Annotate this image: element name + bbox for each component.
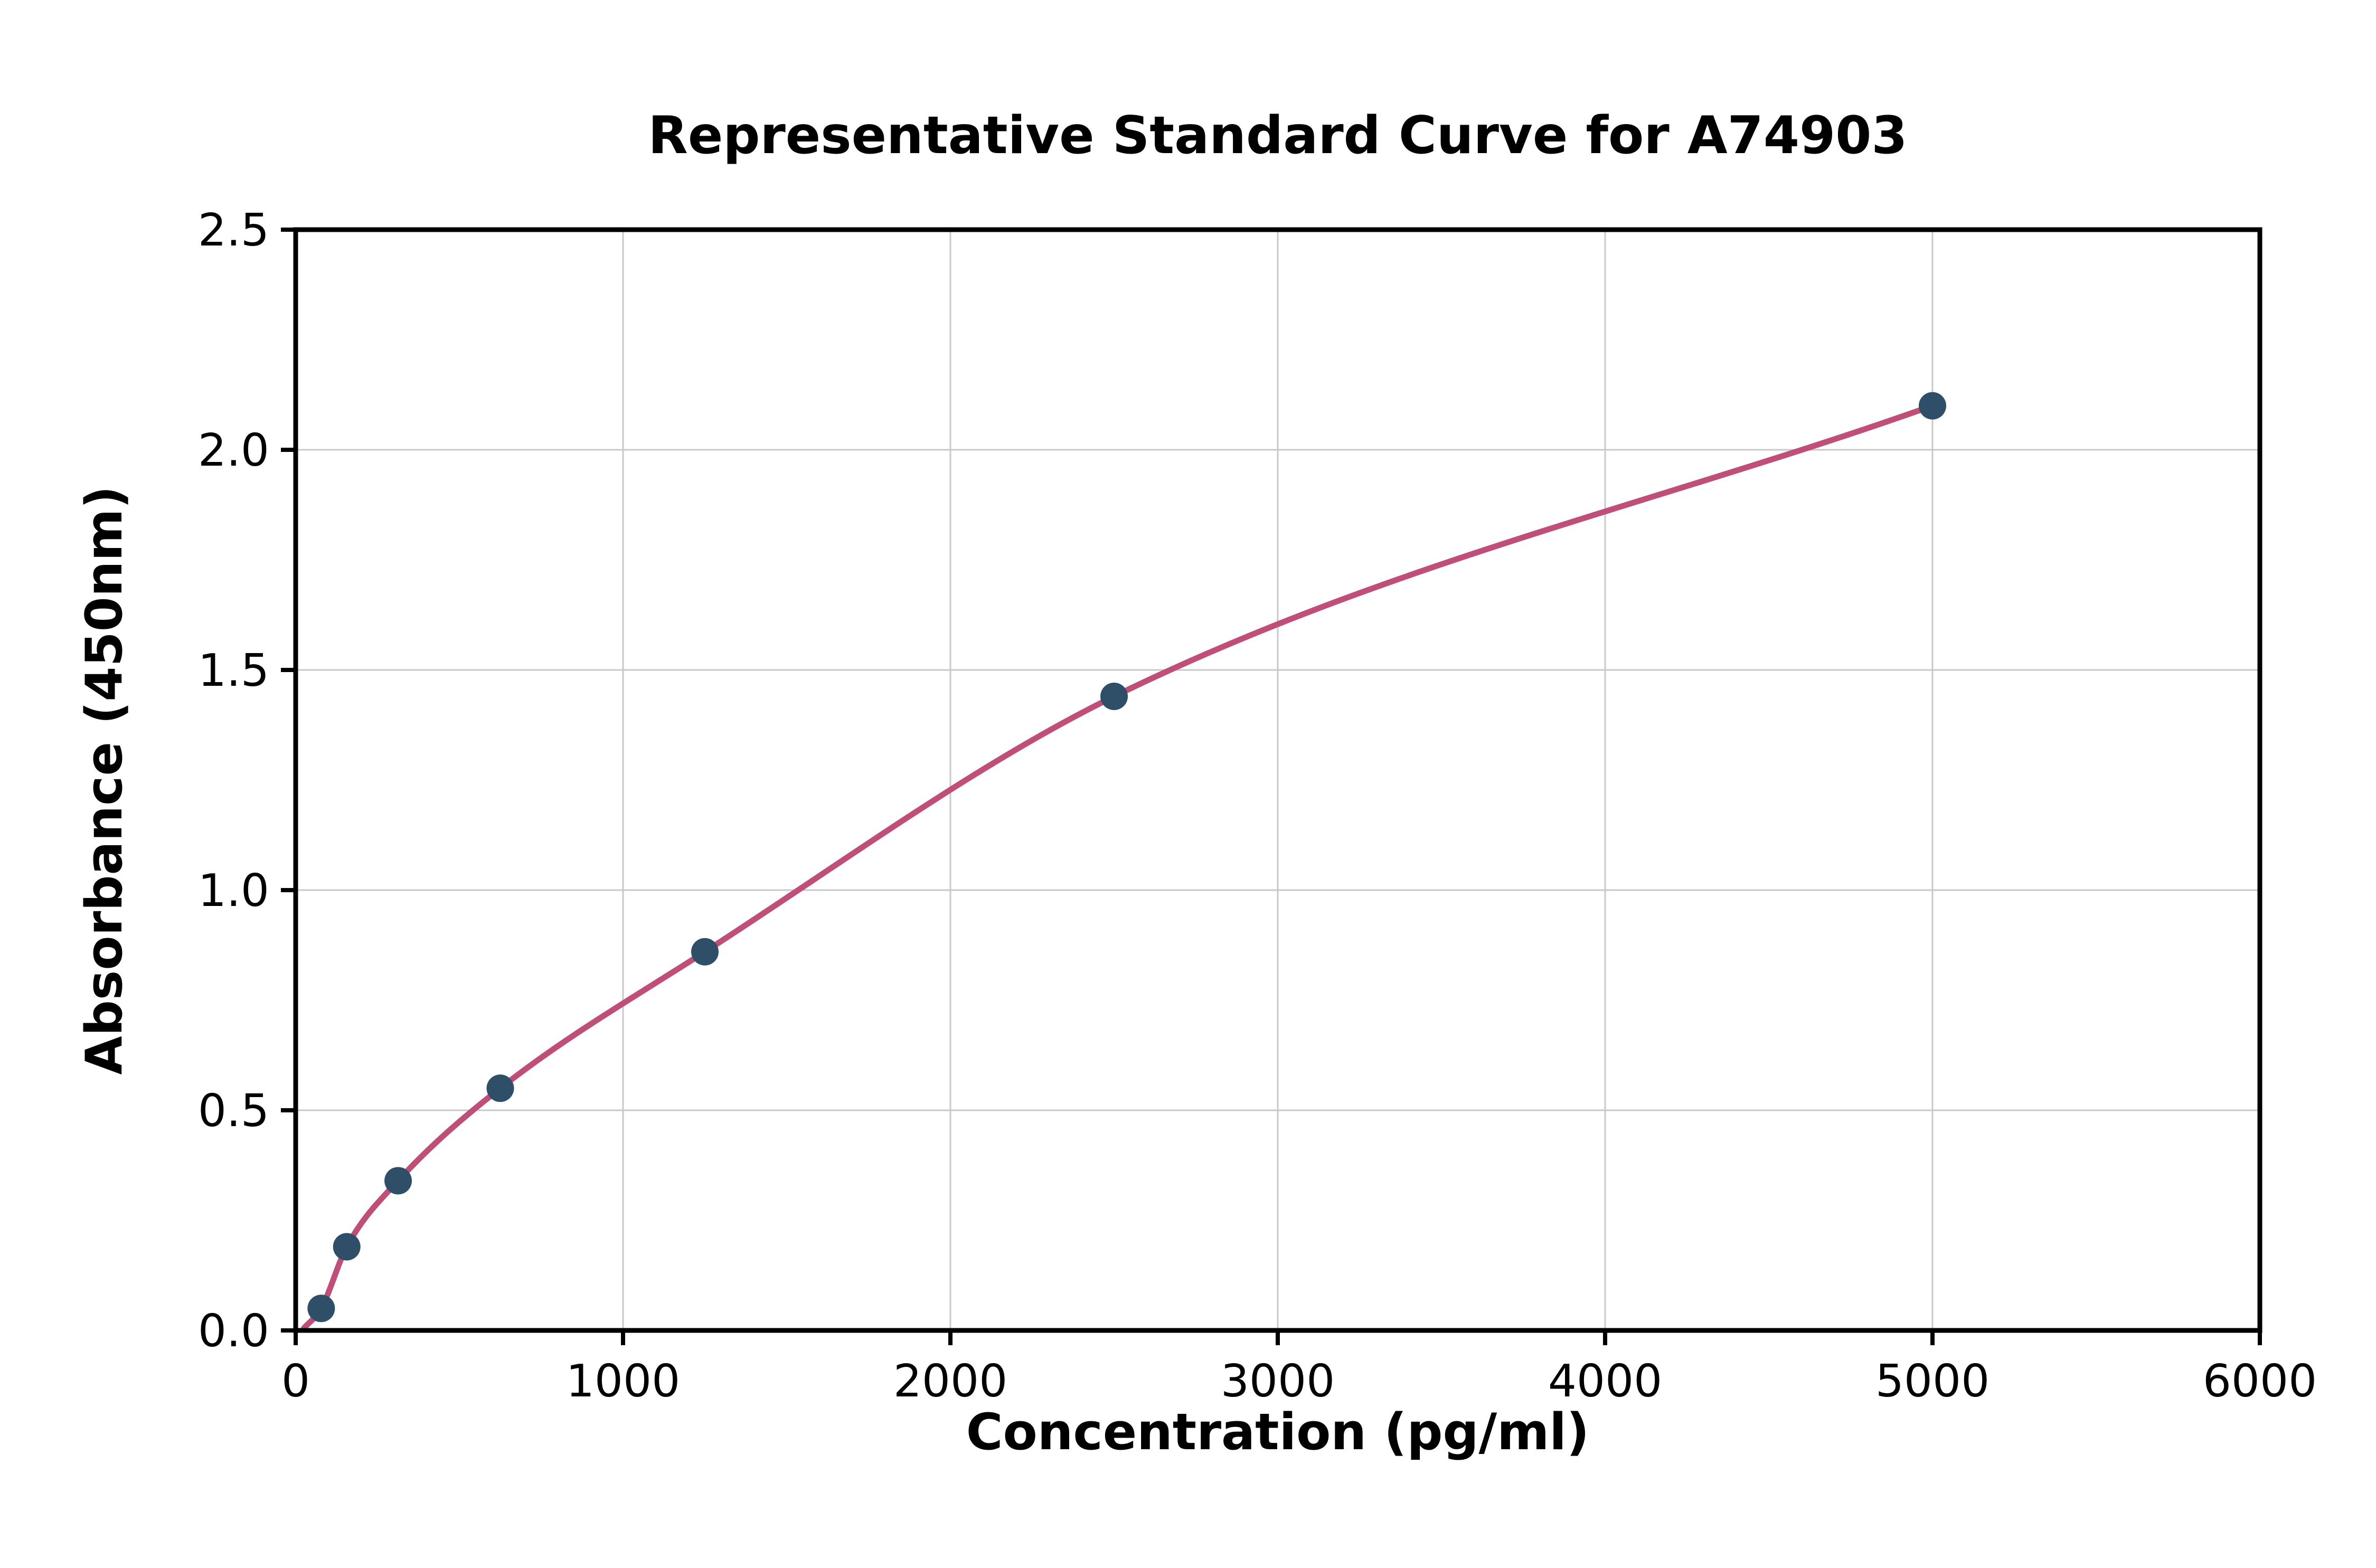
x-tick-label: 0: [281, 1355, 310, 1408]
y-axis-label: Absorbance (450nm): [76, 486, 134, 1075]
data-point: [333, 1233, 361, 1261]
data-point: [486, 1074, 514, 1102]
data-point: [1919, 392, 1946, 420]
fit-curve: [301, 403, 1936, 1331]
y-tick-label: 1.0: [198, 865, 269, 917]
x-tick-label: 6000: [2203, 1355, 2317, 1408]
x-tick-label: 5000: [1875, 1355, 1990, 1408]
x-tick-label: 1000: [566, 1355, 680, 1408]
data-point: [691, 938, 719, 966]
x-tick-label: 2000: [893, 1355, 1007, 1408]
chart-title: Representative Standard Curve for A74903: [648, 106, 1907, 166]
data-point: [1100, 683, 1128, 711]
y-tick-label: 0.0: [198, 1305, 269, 1357]
y-tick-label: 2.5: [198, 204, 269, 257]
data-point: [384, 1167, 412, 1195]
y-tick-label: 0.5: [198, 1085, 269, 1137]
y-tick-label: 2.0: [198, 424, 269, 477]
x-tick-label: 4000: [1548, 1355, 1662, 1408]
x-axis-label: Concentration (pg/ml): [966, 1403, 1589, 1461]
plot-area: 0 1000 2000 3000 4000 5000 6000 0.0 0.5 1.0 1.5 2.0…: [198, 204, 2317, 1408]
y-tick-label: 1.5: [198, 645, 269, 697]
x-tick-label: 3000: [1221, 1355, 1335, 1408]
data-point: [307, 1295, 335, 1323]
